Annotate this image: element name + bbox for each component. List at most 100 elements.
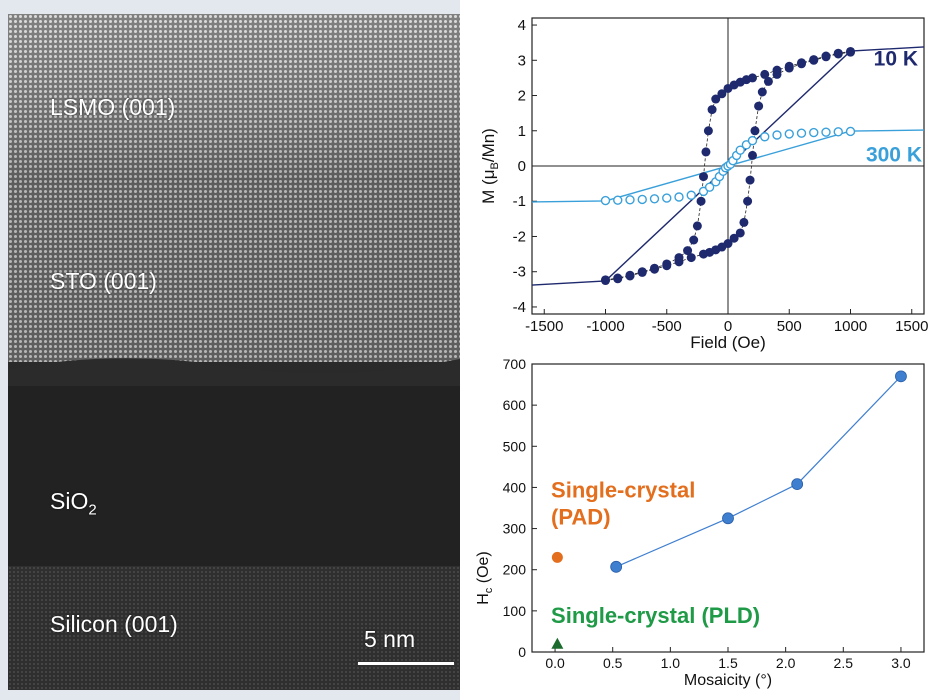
- x-tick-label: 1.0: [661, 655, 681, 671]
- data-point-300k: [772, 130, 782, 140]
- data-point-10k: [739, 217, 749, 227]
- y-tick-label: -4: [513, 299, 526, 316]
- y-tick-label: 600: [503, 397, 527, 413]
- x-axis-label: Mosaicity (°): [684, 672, 772, 689]
- y-axis-label: M (μB/Mn): [479, 128, 501, 204]
- data-point-10k: [717, 89, 727, 99]
- data-point-10k: [683, 246, 693, 256]
- data-point-10k: [729, 233, 739, 243]
- annotation-pad-line2: (PAD): [551, 504, 610, 529]
- x-tick-label: -500: [652, 318, 682, 335]
- hc-data-point: [722, 512, 734, 525]
- x-tick-label: 2.5: [834, 655, 854, 671]
- x-tick-label: 1000: [834, 318, 867, 335]
- data-point-10k: [750, 126, 760, 136]
- data-point-10k: [754, 101, 764, 111]
- data-point-10k: [735, 228, 745, 238]
- tem-micrograph: LSMO (001) STO (001) SiO2 Silicon (001) …: [8, 14, 460, 690]
- y-tick-label: 100: [503, 603, 527, 619]
- data-point-10k: [846, 47, 855, 57]
- sto-layer: [8, 184, 460, 362]
- hc-series-line: [615, 375, 902, 568]
- data-point-10k: [723, 239, 733, 249]
- y-tick-label: 4: [518, 17, 526, 34]
- data-point-10k: [711, 94, 721, 104]
- scale-bar: [358, 662, 454, 665]
- x-tick-label: 0.0: [545, 655, 565, 671]
- data-point-10k: [723, 83, 733, 93]
- data-point-10k: [809, 55, 819, 65]
- x-tick-label: 1500: [895, 318, 928, 335]
- x-axis-label: Field (Oe): [690, 333, 766, 352]
- data-point-10k: [689, 235, 699, 245]
- x-tick-label: 0: [724, 318, 732, 335]
- label-lsmo: LSMO (001): [50, 94, 176, 120]
- pad-data-point: [551, 551, 563, 563]
- data-point-300k: [735, 145, 745, 155]
- data-point-10k: [745, 175, 755, 185]
- annotation-300k: 300 K: [866, 143, 922, 166]
- data-point-300k: [637, 194, 647, 205]
- y-tick-label: 1: [518, 123, 526, 140]
- data-point-10k: [784, 63, 794, 73]
- annotation-pld: Single-crystal (PLD): [551, 603, 760, 628]
- data-point-10k: [703, 126, 713, 136]
- data-point-10k: [701, 147, 711, 157]
- y-tick-label: -1: [513, 193, 526, 210]
- data-point-300k: [625, 195, 635, 205]
- data-point-10k: [748, 150, 757, 160]
- data-point-300k: [784, 129, 794, 139]
- x-tick-label: 2.0: [776, 655, 796, 671]
- data-point-10k: [797, 59, 806, 69]
- data-point-10k: [637, 267, 647, 277]
- x-tick-label: -1000: [586, 318, 624, 335]
- hc-data-point: [895, 370, 907, 383]
- data-point-10k: [833, 49, 843, 59]
- y-tick-label: 0: [518, 158, 526, 175]
- y-tick-label: 300: [503, 521, 527, 537]
- data-point-10k: [699, 172, 708, 182]
- hc-data-point: [791, 478, 804, 491]
- data-point-10k: [601, 276, 610, 286]
- data-point-300k: [747, 135, 758, 146]
- data-point-10k: [743, 196, 753, 206]
- data-point-10k: [696, 196, 706, 206]
- scale-bar-label: 5 nm: [364, 626, 416, 652]
- y-tick-label: 700: [503, 356, 527, 372]
- y-tick-label: -2: [513, 228, 526, 245]
- y-tick-label: 200: [503, 562, 527, 578]
- y-tick-label: 400: [503, 479, 527, 495]
- x-tick-label: 3.0: [891, 655, 911, 671]
- y-tick-label: 3: [518, 52, 526, 69]
- x-tick-label: 1.5: [718, 655, 738, 671]
- sio2-layer: [8, 386, 460, 566]
- data-point-10k: [760, 69, 770, 79]
- y-axis-label: Hc (Oe): [475, 551, 495, 605]
- label-sto: STO (001): [50, 268, 157, 294]
- data-point-300k: [686, 190, 696, 200]
- coercivity-chart: 0.0 0.5 1.0 1.5 2.0 2.5 3.0 0 100 200 300 400 500 600…: [475, 356, 925, 689]
- annotation-10k: 10 K: [874, 47, 918, 70]
- silicon-layer: [8, 566, 460, 690]
- data-point-10k: [772, 69, 782, 79]
- hysteresis-chart: -1500 -1000 -500 0 500 1000 1500 -4 -3 -2 -1 0 1 2 3 4 F…: [479, 17, 928, 352]
- hc-data-point: [610, 560, 623, 573]
- tem-image: [8, 14, 460, 690]
- data-point-10k: [613, 274, 623, 284]
- data-point-300k: [649, 194, 660, 204]
- data-point-300k: [600, 195, 611, 206]
- data-point-300k: [809, 127, 819, 138]
- data-point-10k: [757, 87, 767, 97]
- label-silicon: Silicon (001): [50, 611, 178, 637]
- x-tick-label: 0.5: [603, 655, 623, 671]
- annotation-pad-line1: Single-crystal: [551, 478, 695, 503]
- x-tick-label: -1500: [525, 318, 563, 335]
- data-point-300k: [674, 192, 684, 202]
- data-point-10k: [692, 221, 702, 231]
- data-point-300k: [833, 127, 843, 137]
- data-point-300k: [704, 182, 715, 192]
- data-point-10k: [625, 271, 635, 281]
- data-point-300k: [845, 126, 856, 137]
- data-point-10k: [821, 52, 831, 62]
- y-tick-label: 2: [518, 88, 526, 105]
